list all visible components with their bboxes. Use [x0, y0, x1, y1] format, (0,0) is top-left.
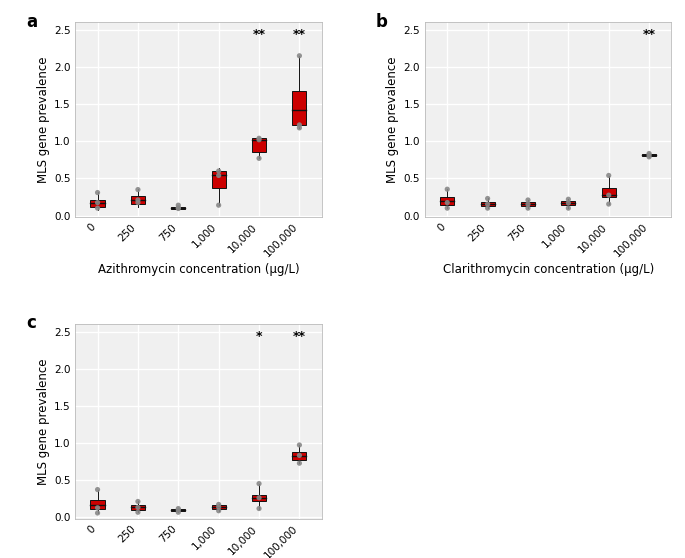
Point [213, 171, 224, 180]
Bar [212, 171, 226, 189]
Point [132, 195, 143, 204]
Point [132, 185, 143, 194]
Point [253, 135, 264, 144]
Text: b: b [376, 13, 388, 31]
Point [253, 134, 264, 143]
Point [173, 203, 184, 212]
Point [603, 191, 614, 200]
Point [132, 508, 143, 517]
Point [644, 151, 655, 160]
Bar [131, 196, 145, 204]
Point [294, 121, 305, 129]
Y-axis label: MLS gene prevalence: MLS gene prevalence [37, 56, 50, 183]
Point [442, 198, 453, 207]
Point [173, 204, 184, 213]
Point [294, 123, 305, 132]
Point [294, 459, 305, 468]
Point [173, 508, 184, 517]
Point [92, 508, 103, 517]
Point [603, 200, 614, 209]
Point [482, 204, 493, 213]
Point [92, 204, 103, 213]
Point [92, 485, 103, 494]
Point [563, 199, 574, 208]
Point [132, 497, 143, 506]
Text: **: ** [293, 28, 306, 41]
Point [213, 166, 224, 175]
Point [213, 500, 224, 509]
Point [442, 185, 453, 194]
Y-axis label: MLS gene prevalence: MLS gene prevalence [386, 56, 399, 183]
Bar [440, 196, 454, 205]
Point [563, 204, 574, 213]
Bar [171, 509, 186, 511]
X-axis label: Azithromycin concentration (μg/L): Azithromycin concentration (μg/L) [98, 263, 299, 276]
Text: **: ** [643, 28, 656, 41]
Point [173, 201, 184, 210]
Point [92, 198, 103, 207]
Bar [521, 202, 535, 206]
Point [92, 188, 103, 197]
Text: a: a [26, 13, 37, 31]
Bar [131, 505, 145, 511]
Point [294, 440, 305, 449]
Point [213, 506, 224, 515]
Bar [252, 495, 266, 502]
Point [92, 503, 103, 512]
Text: *: * [256, 330, 262, 343]
Bar [292, 91, 306, 125]
Point [173, 506, 184, 514]
Point [644, 149, 655, 158]
Point [294, 51, 305, 60]
Bar [292, 452, 306, 460]
Point [173, 504, 184, 513]
Point [132, 198, 143, 207]
Point [132, 503, 143, 512]
Point [253, 504, 264, 513]
Point [523, 204, 534, 213]
Point [213, 201, 224, 210]
Text: **: ** [253, 28, 266, 41]
Bar [252, 138, 266, 152]
Point [253, 493, 264, 502]
Bar [171, 207, 186, 209]
Point [563, 195, 574, 204]
Y-axis label: MLS gene prevalence: MLS gene prevalence [37, 358, 50, 485]
Bar [642, 154, 656, 156]
X-axis label: Clarithromycin concentration (μg/L): Clarithromycin concentration (μg/L) [443, 263, 653, 276]
Point [644, 152, 655, 161]
Bar [481, 202, 495, 206]
Text: c: c [26, 315, 36, 333]
Point [523, 195, 534, 204]
Bar [561, 201, 575, 205]
Point [213, 503, 224, 512]
Point [482, 194, 493, 203]
Point [294, 451, 305, 460]
Point [253, 479, 264, 488]
Point [603, 171, 614, 180]
Bar [601, 189, 616, 198]
Bar [90, 200, 105, 206]
Point [442, 204, 453, 213]
Bar [212, 505, 226, 509]
Text: **: ** [293, 330, 306, 343]
Bar [90, 500, 105, 509]
Point [482, 200, 493, 209]
Point [253, 154, 264, 163]
Point [523, 200, 534, 209]
